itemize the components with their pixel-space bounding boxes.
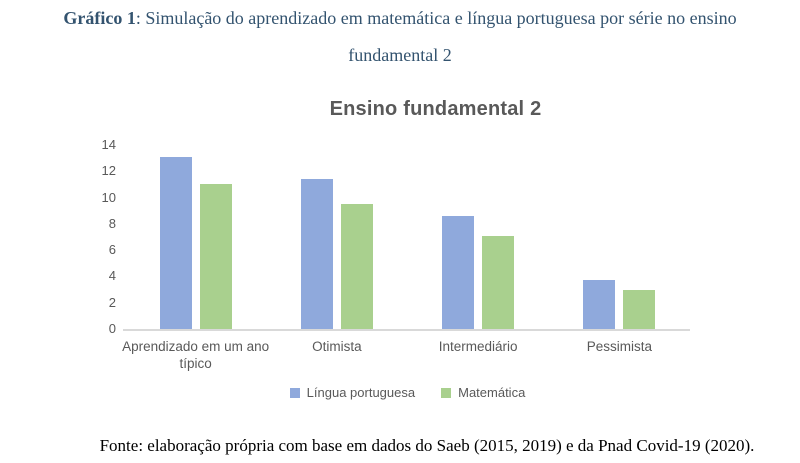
x-axis-label: Aprendizado em um ano típico (122, 339, 270, 371)
bar-lingua-portuguesa (442, 215, 475, 329)
figure-caption-label: Gráfico 1 (63, 8, 136, 28)
legend: Língua portuguesa Matemática (125, 385, 690, 400)
legend-item-lingua-portuguesa: Língua portuguesa (289, 385, 416, 400)
y-tick-label: 2 (108, 294, 116, 310)
figure-caption-line2: fundamental 2 (348, 45, 452, 65)
legend-swatch-icon (289, 387, 300, 398)
figure-caption-text: : Simulação do aprendizado em matemática… (135, 8, 737, 28)
bar-matematica (199, 184, 232, 329)
source-note: Fonte: elaboração própria com base em da… (99, 436, 755, 455)
bar-matematica (482, 235, 515, 329)
bar-lingua-portuguesa (159, 156, 192, 329)
x-axis-labels: Aprendizado em um ano típico Otimista Inte… (122, 338, 690, 380)
y-tick-label: 8 (108, 215, 116, 231)
y-tick-label: 6 (108, 242, 116, 258)
x-axis-line (123, 329, 690, 331)
bar-matematica (340, 204, 373, 329)
y-tick-label: 10 (101, 189, 116, 205)
y-tick-label: 14 (101, 137, 116, 152)
legend-swatch-icon (441, 387, 452, 398)
y-tick-label: 4 (108, 268, 116, 284)
plot-area (125, 145, 690, 329)
bar-lingua-portuguesa (300, 179, 333, 329)
bar-matematica (623, 289, 656, 329)
legend-label: Matemática (458, 385, 526, 400)
y-tick-label: 0 (108, 321, 116, 336)
legend-item-matematica: Matemática (441, 385, 525, 400)
x-axis-label: Otimista (312, 339, 362, 354)
figure-caption-line1: Gráfico 1: Simulação do aprendizado em m… (0, 6, 800, 30)
x-axis-label: Intermediário (438, 339, 518, 354)
figure-caption: Gráfico 1: Simulação do aprendizado em m… (0, 6, 800, 67)
y-tick-label: 12 (101, 163, 116, 179)
x-axis-label: Pessimista (586, 339, 652, 354)
bar-lingua-portuguesa (583, 280, 616, 329)
legend-label: Língua portuguesa (306, 385, 416, 400)
chart-title: Ensino fundamental 2 (329, 98, 542, 120)
